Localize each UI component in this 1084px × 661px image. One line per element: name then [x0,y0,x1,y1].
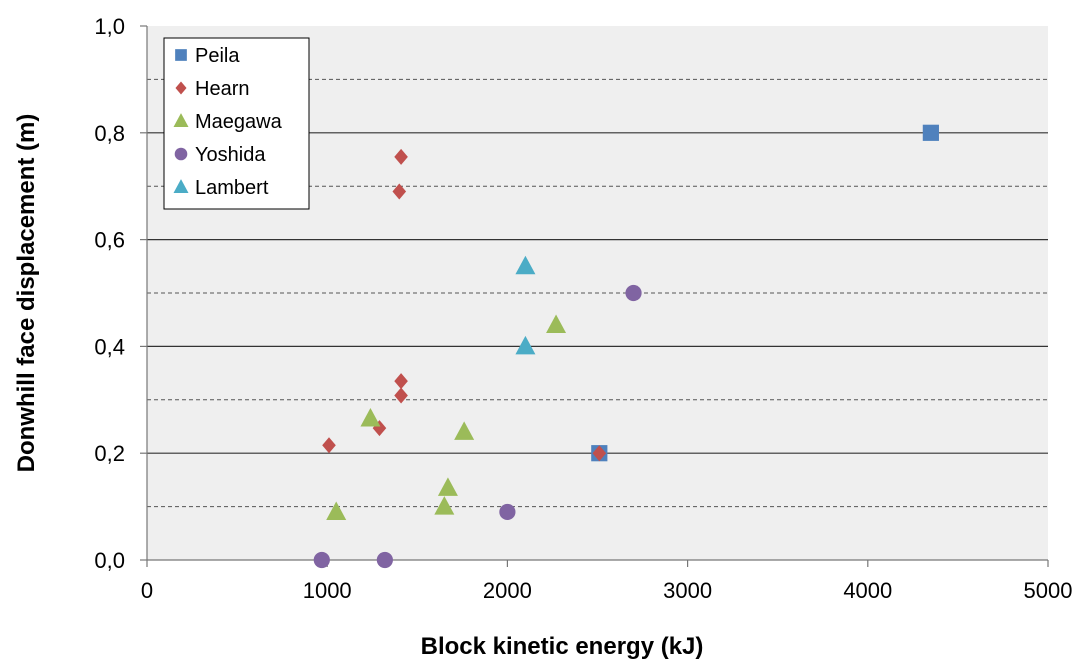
x-axis-title: Block kinetic energy (kJ) [421,633,704,660]
series-yoshida [313,284,642,569]
data-markers [313,124,939,569]
y-tick-label: 0,4 [94,334,125,359]
x-tick-label: 5000 [1024,578,1073,603]
data-point-diamond [175,81,187,95]
data-point-triangle [434,496,455,515]
x-tick-label: 2000 [483,578,532,603]
data-point-triangle [515,255,536,275]
legend-label: Maegawa [195,111,283,133]
series-hearn [322,148,607,462]
data-point-circle [499,503,516,521]
y-tick-label: 0,6 [94,228,125,253]
data-point-triangle [437,477,458,496]
legend-item-maegawa: Maegawa [173,111,283,133]
data-point-triangle [454,421,475,440]
data-point-diamond [322,437,336,454]
data-point-triangle [173,179,189,193]
legend: Peila Hearn Maegawa Yoshida Lambert [163,37,310,210]
x-tick-label: 4000 [843,578,892,603]
data-point-triangle [326,501,347,520]
data-point-circle [376,551,393,569]
y-tick-label: 1,0 [94,14,125,39]
x-tick-label: 1000 [303,578,352,603]
legend-item-yoshida: Yoshida [174,144,266,166]
data-point-diamond [392,183,407,200]
data-point-square [175,49,187,61]
x-tick-label: 3000 [663,578,712,603]
y-tick-label: 0,8 [94,121,125,146]
data-point-diamond [592,445,607,462]
legend-label: Lambert [195,177,269,199]
data-point-triangle [360,407,381,427]
legend-label: Yoshida [195,144,266,166]
data-point-square [922,124,939,141]
legend-label: Hearn [195,78,249,100]
data-point-diamond [372,420,387,437]
legend-box [163,37,310,210]
data-point-diamond [394,387,408,404]
legend-item-lambert: Lambert [173,177,269,199]
legend-item-hearn: Hearn [175,78,249,100]
data-point-diamond [394,373,408,390]
y-tick-label: 0,2 [94,441,125,466]
data-point-triangle [546,314,567,334]
y-axis-title: Donwhill face displacement (m) [13,114,40,473]
series-lambert [515,255,536,355]
data-point-circle [625,284,642,302]
series-maegawa [326,314,567,520]
data-point-circle [174,147,188,161]
data-point-triangle [515,335,536,355]
x-tick-label: 0 [141,578,153,603]
tick-labels: 0 1000 2000 3000 4000 5000 0,0 0,2 0,4 0,6 0,8 1,0 [94,14,1072,603]
axes [140,25,1049,567]
data-point-circle [313,551,330,569]
data-point-diamond [394,148,408,165]
legend-label: Peila [195,45,240,67]
y-tick-label: 0,0 [94,548,125,573]
data-point-triangle [173,113,189,127]
legend-item-peila: Peila [175,45,240,67]
